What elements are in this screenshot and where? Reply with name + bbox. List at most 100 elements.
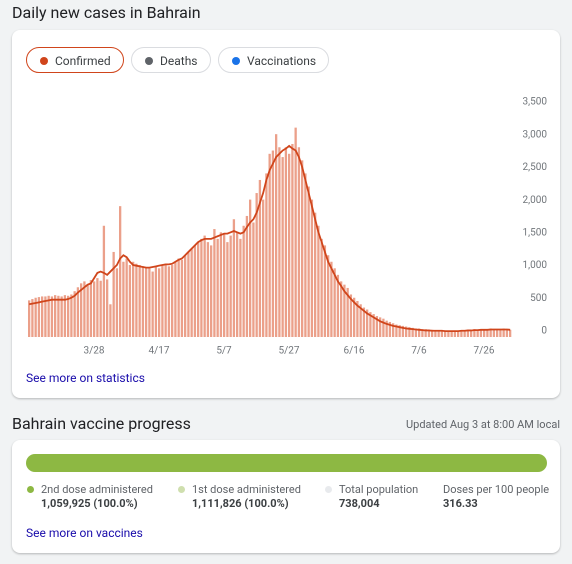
bar	[483, 329, 486, 337]
bar	[297, 147, 301, 337]
bar	[50, 296, 54, 337]
bar	[349, 294, 353, 337]
bar	[31, 299, 34, 337]
bar	[148, 268, 151, 337]
bar	[161, 265, 164, 337]
bar	[340, 281, 343, 337]
bar	[473, 329, 476, 337]
stats-link[interactable]: See more on statistics	[26, 371, 145, 385]
bar	[128, 265, 132, 337]
y-tick-label: 1,000	[523, 260, 548, 271]
bar	[388, 321, 392, 337]
bar	[177, 258, 180, 337]
value: 316.33	[443, 497, 478, 510]
bar	[375, 316, 379, 337]
bar	[154, 266, 158, 337]
y-tick-label: 3,000	[523, 129, 548, 140]
bar	[265, 173, 268, 337]
bar	[418, 328, 421, 337]
value: 738,004	[339, 497, 380, 510]
bar	[47, 295, 50, 337]
bar	[486, 329, 489, 337]
bar	[281, 157, 284, 337]
bar	[125, 258, 128, 337]
bar	[369, 312, 372, 337]
bar	[499, 329, 502, 337]
y-tick-label: 2,000	[523, 195, 548, 206]
bar	[470, 329, 473, 337]
bar	[34, 297, 37, 337]
x-tick-label: 5/27	[279, 346, 300, 357]
legend-item: Total population 738,004	[325, 483, 419, 510]
bar	[171, 265, 174, 337]
label: Total population	[339, 483, 419, 496]
bar	[479, 329, 483, 337]
bar	[57, 295, 60, 337]
x-tick-label: 6/16	[344, 346, 365, 357]
bar	[206, 242, 210, 337]
average-line	[28, 144, 511, 333]
bar	[294, 127, 297, 337]
bar	[314, 212, 317, 337]
label: Doses per 100 people	[443, 483, 550, 496]
bar	[323, 245, 327, 337]
chart: 0 500 1,000 1,500 2,000 2,500 3,000 3,500 3/28 4/…	[28, 97, 548, 357]
dot	[178, 486, 185, 493]
bar	[291, 143, 294, 337]
chip-deaths[interactable]: Deaths	[131, 47, 211, 73]
bar	[431, 329, 434, 337]
bar	[385, 320, 388, 337]
bar	[427, 329, 431, 337]
bar	[307, 186, 310, 337]
bar	[460, 331, 463, 337]
bar	[223, 233, 226, 337]
bar	[466, 330, 470, 337]
bar	[44, 296, 47, 337]
bar	[158, 268, 161, 337]
bar	[440, 330, 444, 337]
vaccine-title: Bahrain vaccine progress	[12, 414, 191, 433]
value: 1,111,826 (100.0%)	[192, 497, 289, 510]
bar	[132, 261, 135, 337]
bar	[141, 266, 145, 337]
bar	[216, 238, 219, 337]
y-tick-label: 3,500	[523, 97, 548, 108]
bar	[112, 251, 115, 337]
bar	[197, 242, 200, 337]
bar	[93, 281, 96, 337]
bar	[457, 331, 460, 337]
legend-item: 1st dose administered 1,111,826 (100.0%)	[178, 483, 301, 510]
legend-item: 2nd dose administered 1,059,925 (100.0%)	[27, 483, 153, 510]
bar	[450, 331, 453, 337]
bar	[453, 330, 457, 337]
label: 1st dose administered	[192, 483, 301, 496]
bar	[63, 295, 67, 337]
bar	[421, 329, 424, 337]
bar	[187, 251, 190, 337]
y-tick-label: 1,500	[523, 227, 548, 238]
bar	[37, 297, 41, 337]
chip-confirmed[interactable]: Confirmed	[26, 47, 124, 73]
bar	[496, 329, 499, 337]
progress-bar	[26, 454, 547, 472]
bar	[304, 173, 307, 337]
bar	[41, 296, 44, 337]
bar	[271, 150, 275, 337]
vaccine-link[interactable]: See more on vaccines	[26, 526, 143, 540]
y-tick-label: 2,500	[523, 162, 548, 173]
bar	[255, 193, 258, 337]
bar	[115, 268, 119, 337]
bar	[135, 263, 138, 337]
bar	[28, 300, 31, 337]
bar	[210, 245, 213, 337]
bar	[489, 328, 492, 337]
x-tick-label: 7/26	[474, 346, 495, 357]
bar	[67, 295, 70, 337]
bar	[73, 291, 76, 337]
bar	[83, 281, 86, 337]
bar	[226, 242, 229, 337]
chip-vaccinations[interactable]: Vaccinations	[218, 47, 329, 73]
bar	[372, 314, 375, 337]
bar	[236, 232, 239, 337]
